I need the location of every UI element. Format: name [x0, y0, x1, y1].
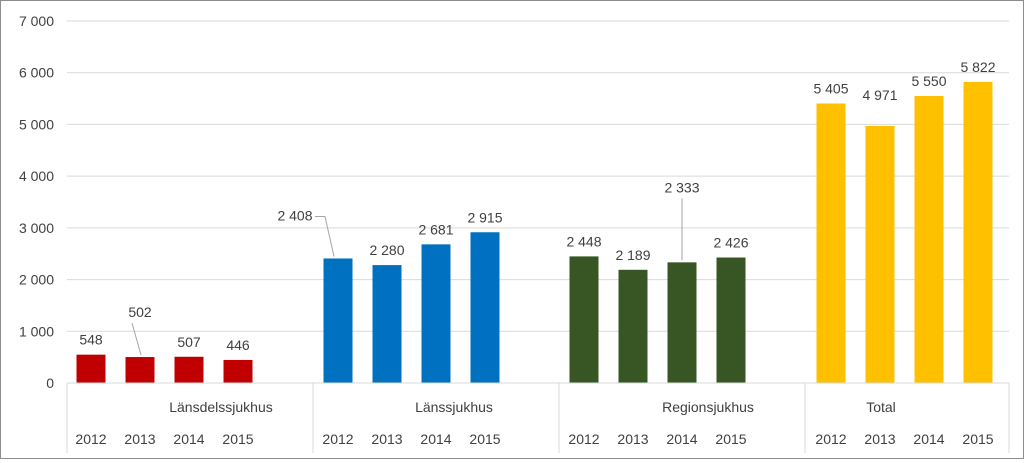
- bar-länssjukhus-2012: [323, 258, 353, 383]
- y-tick-label: 1 000: [19, 323, 54, 339]
- x-year-label: 2014: [173, 431, 204, 447]
- leader-line: [315, 215, 335, 257]
- bar-länsdelssjukhus-2015: [223, 359, 253, 383]
- gridlines: [67, 20, 1009, 332]
- bar-total-2014: [914, 95, 944, 383]
- data-label: 5 822: [960, 59, 995, 75]
- x-year-label: 2012: [568, 431, 599, 447]
- y-tick-label: 7 000: [19, 13, 54, 29]
- bar-länsdelssjukhus-2014: [174, 356, 204, 383]
- x-year-label: 2014: [913, 431, 944, 447]
- data-label: 446: [226, 337, 250, 353]
- bar-länssjukhus-2013: [372, 265, 402, 383]
- data-label: 2 333: [664, 179, 699, 195]
- x-year-label: 2015: [222, 431, 253, 447]
- bar-regionsjukhus-2014: [667, 262, 697, 383]
- x-year-label: 2013: [124, 431, 155, 447]
- x-year-label: 2013: [617, 431, 648, 447]
- x-year-label: 2012: [75, 431, 106, 447]
- bars: [76, 81, 993, 383]
- x-year-label: 2013: [864, 431, 895, 447]
- data-label: 2 681: [418, 221, 453, 237]
- x-year-label: 2014: [666, 431, 697, 447]
- leader-lines: [131, 198, 683, 356]
- data-label: 2 426: [713, 235, 748, 251]
- x-group-label: Länssjukhus: [415, 399, 493, 415]
- x-group-label: Regionsjukhus: [662, 399, 754, 415]
- x-year-label: 2015: [962, 431, 993, 447]
- y-tick-label: 0: [46, 375, 54, 391]
- bar-regionsjukhus-2012: [569, 256, 599, 383]
- x-year-label: 2012: [322, 431, 353, 447]
- x-axis: 2012 2013 2014 2015 Länsdelssjukhus 2012 2013 2…: [66, 382, 1010, 453]
- data-label: 2 915: [467, 209, 502, 225]
- x-group-label: Total: [866, 399, 896, 415]
- bar-total-2015: [963, 81, 993, 383]
- data-label: 2 448: [566, 233, 601, 249]
- y-tick-label: 5 000: [19, 116, 54, 132]
- bar-länssjukhus-2014: [421, 244, 451, 383]
- data-label: 507: [177, 334, 201, 350]
- data-label: 502: [128, 304, 152, 320]
- x-year-label: 2014: [420, 431, 451, 447]
- x-group-label: Länsdelssjukhus: [169, 399, 273, 415]
- bar-total-2012: [816, 103, 846, 383]
- y-tick-label: 2 000: [19, 272, 54, 288]
- x-year-label: 2015: [469, 431, 500, 447]
- y-tick-label: 6 000: [19, 65, 54, 81]
- data-label: 2 280: [369, 242, 404, 258]
- bar-regionsjukhus-2015: [716, 257, 746, 383]
- bar-regionsjukhus-2013: [618, 269, 648, 383]
- leader-line: [131, 322, 142, 356]
- y-tick-label: 4 000: [19, 168, 54, 184]
- data-label: 5 550: [911, 73, 946, 89]
- data-label: 4 971: [862, 87, 897, 103]
- bar-total-2013: [865, 125, 895, 383]
- y-tick-label: 3 000: [19, 220, 54, 236]
- x-year-label: 2015: [715, 431, 746, 447]
- y-axis-ticks: 0 1 000 2 000 3 000 4 000 5 000 6 000 7 000: [19, 13, 54, 391]
- data-label: 2 408: [277, 207, 312, 223]
- x-year-label: 2013: [371, 431, 402, 447]
- bar-länsdelssjukhus-2012: [76, 354, 106, 383]
- bar-länssjukhus-2015: [470, 232, 500, 383]
- data-label: 2 189: [615, 247, 650, 263]
- data-labels: 548 502 507 446 2 408 2 280 2 681 2 915 2 448 2 1…: [79, 59, 995, 353]
- data-label: 548: [79, 332, 103, 348]
- x-year-label: 2012: [815, 431, 846, 447]
- data-label: 5 405: [813, 80, 848, 96]
- bar-länsdelssjukhus-2013: [125, 357, 155, 383]
